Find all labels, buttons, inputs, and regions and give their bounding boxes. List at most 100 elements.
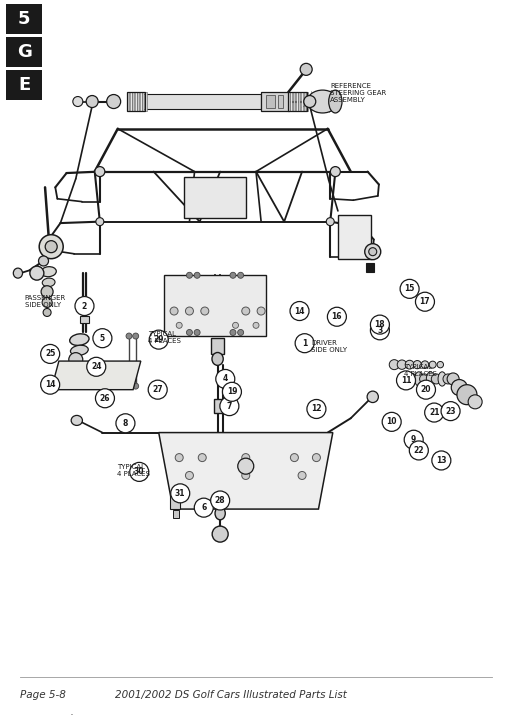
Ellipse shape: [41, 267, 56, 277]
Text: 11: 11: [401, 376, 411, 385]
Text: 14: 14: [294, 307, 305, 315]
Circle shape: [75, 297, 94, 315]
Circle shape: [382, 413, 401, 431]
Circle shape: [400, 280, 419, 298]
Circle shape: [30, 266, 44, 280]
Text: 22: 22: [414, 446, 424, 455]
Ellipse shape: [13, 268, 23, 278]
Circle shape: [216, 370, 235, 388]
Circle shape: [230, 272, 236, 278]
Ellipse shape: [212, 352, 223, 365]
Ellipse shape: [367, 391, 378, 403]
Circle shape: [41, 286, 53, 297]
Text: 19: 19: [227, 388, 237, 396]
Circle shape: [298, 471, 306, 480]
Circle shape: [253, 322, 259, 328]
Bar: [140, 92, 142, 111]
Text: 4: 4: [223, 375, 228, 383]
Circle shape: [43, 308, 51, 317]
Circle shape: [420, 374, 430, 384]
Ellipse shape: [426, 372, 435, 386]
Text: 30: 30: [134, 468, 144, 476]
Circle shape: [45, 241, 57, 252]
Bar: [80, 299, 89, 307]
Ellipse shape: [415, 372, 423, 386]
Circle shape: [290, 453, 298, 462]
Circle shape: [38, 256, 49, 266]
Text: Page 5-8: Page 5-8: [20, 690, 66, 700]
Circle shape: [176, 322, 182, 328]
Text: 15: 15: [404, 285, 415, 293]
Circle shape: [69, 352, 83, 367]
Circle shape: [194, 498, 214, 517]
Circle shape: [170, 484, 190, 503]
Text: 18: 18: [375, 320, 385, 329]
Circle shape: [295, 334, 314, 352]
Circle shape: [238, 458, 254, 474]
Circle shape: [185, 307, 194, 315]
Circle shape: [130, 463, 149, 481]
Circle shape: [212, 526, 228, 542]
Circle shape: [451, 380, 467, 395]
Bar: [6, 70, 42, 100]
Text: 29: 29: [154, 335, 164, 344]
Circle shape: [96, 217, 104, 226]
Circle shape: [95, 389, 115, 408]
Circle shape: [238, 330, 244, 335]
Circle shape: [457, 385, 477, 405]
Circle shape: [300, 64, 312, 75]
Bar: [288, 92, 290, 111]
Circle shape: [116, 414, 135, 433]
Circle shape: [93, 329, 112, 347]
Circle shape: [432, 451, 451, 470]
Bar: [173, 510, 179, 518]
Text: 27: 27: [153, 385, 163, 394]
Polygon shape: [159, 433, 333, 509]
Ellipse shape: [329, 90, 342, 113]
Text: 16: 16: [332, 312, 342, 321]
Bar: [6, 4, 42, 34]
Bar: [80, 316, 89, 323]
Circle shape: [133, 333, 139, 339]
Bar: [278, 95, 283, 108]
Bar: [211, 338, 224, 354]
Text: 24: 24: [91, 363, 101, 371]
Circle shape: [222, 383, 242, 401]
Text: 6: 6: [201, 503, 206, 512]
Text: DRIVER
SIDE ONLY: DRIVER SIDE ONLY: [311, 340, 348, 353]
Text: 20: 20: [421, 385, 431, 394]
Bar: [170, 496, 180, 509]
Text: 10: 10: [387, 418, 397, 426]
Ellipse shape: [438, 372, 446, 386]
Circle shape: [290, 302, 309, 320]
Bar: [304, 92, 306, 111]
Polygon shape: [51, 361, 141, 390]
Circle shape: [424, 403, 444, 422]
Bar: [298, 92, 301, 111]
Circle shape: [106, 94, 121, 109]
Bar: [290, 92, 292, 111]
Circle shape: [431, 374, 441, 384]
Ellipse shape: [215, 507, 225, 520]
Circle shape: [230, 330, 236, 335]
Circle shape: [468, 395, 482, 409]
Bar: [184, 177, 246, 218]
Circle shape: [242, 471, 250, 480]
Bar: [266, 95, 275, 108]
Text: E: E: [18, 76, 30, 94]
Text: 23: 23: [445, 407, 456, 415]
Bar: [137, 92, 139, 111]
Text: 28: 28: [215, 496, 225, 505]
Circle shape: [365, 244, 381, 260]
Circle shape: [185, 471, 194, 480]
Circle shape: [408, 374, 418, 384]
Bar: [366, 263, 374, 272]
Bar: [306, 92, 308, 111]
Text: 7: 7: [227, 402, 232, 410]
Text: 14: 14: [45, 380, 55, 389]
Circle shape: [330, 167, 340, 177]
Circle shape: [186, 330, 193, 335]
Circle shape: [441, 402, 460, 420]
Circle shape: [370, 315, 390, 334]
Text: 5: 5: [100, 334, 105, 342]
